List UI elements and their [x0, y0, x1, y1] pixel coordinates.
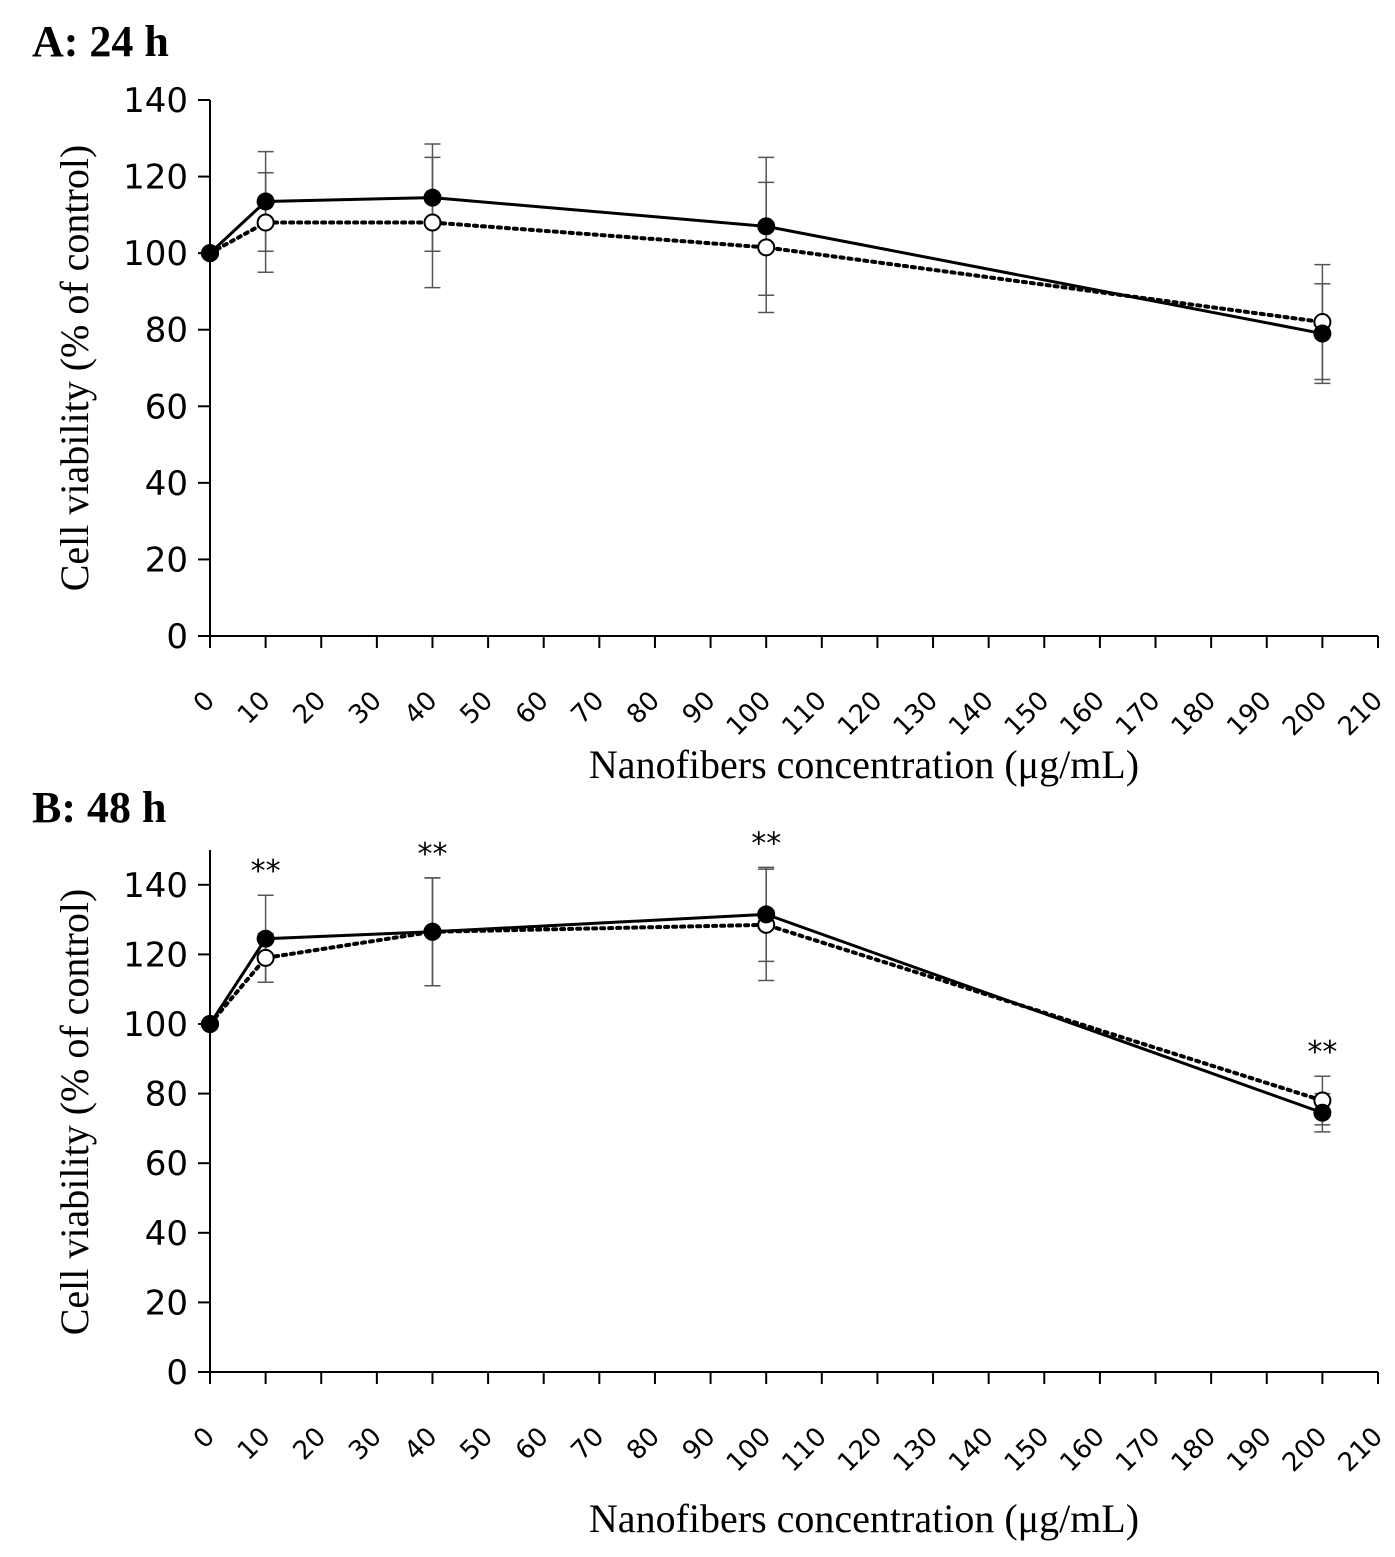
x-tick-label: 150 [999, 686, 1055, 742]
y-tick-label: 0 [166, 617, 188, 657]
x-tick-label: 40 [399, 1422, 444, 1467]
filled-marker [423, 188, 442, 207]
x-axis-title: Nanofibers concentration (μg/mL) [589, 1496, 1139, 1541]
x-tick-label: 170 [1110, 1422, 1166, 1478]
x-tick-label: 180 [1166, 1422, 1222, 1478]
x-tick-label: 70 [566, 1422, 611, 1467]
x-tick-label: 0 [188, 1422, 221, 1455]
x-tick-label: 160 [1055, 686, 1111, 742]
x-tick-label: 10 [232, 1422, 277, 1467]
x-tick-label: 150 [999, 1422, 1055, 1478]
x-tick-label: 120 [832, 686, 888, 742]
y-tick-label: 80 [145, 1075, 188, 1115]
x-tick-label: 130 [888, 686, 944, 742]
x-tick-label: 140 [943, 686, 999, 742]
x-axis-title: Nanofibers concentration (μg/mL) [589, 742, 1139, 787]
x-tick-label: 0 [188, 686, 221, 719]
open-marker [256, 948, 275, 967]
open-marker [757, 238, 776, 257]
x-tick-label: 200 [1277, 686, 1333, 742]
panel-title: B: 48 h [32, 783, 166, 832]
x-tick-label: 100 [721, 1422, 777, 1478]
x-tick-label: 140 [943, 1422, 999, 1478]
x-tick-label: 100 [721, 686, 777, 742]
x-tick-label: 90 [677, 1422, 722, 1467]
y-tick-label: 60 [145, 387, 188, 427]
open-marker [256, 213, 275, 232]
x-tick-label: 10 [232, 686, 277, 731]
y-tick-label: 120 [123, 158, 188, 198]
filled-marker [757, 217, 776, 236]
y-tick-label: 80 [145, 311, 188, 351]
y-tick-label: 140 [123, 866, 188, 906]
filled-marker [201, 1015, 219, 1033]
significance-marker: ** [1307, 1035, 1337, 1070]
x-tick-label: 70 [566, 686, 611, 731]
y-tick-label: 40 [145, 464, 188, 504]
x-tick-label: 190 [1221, 1422, 1277, 1478]
filled-marker [1313, 324, 1332, 343]
y-tick-label: 20 [145, 540, 188, 580]
open-marker [423, 213, 442, 232]
x-tick-label: 210 [1333, 686, 1389, 742]
x-tick-label: 30 [343, 1422, 388, 1467]
significance-marker: ** [751, 826, 781, 861]
y-tick-label: 100 [123, 234, 188, 274]
x-tick-label: 30 [343, 686, 388, 731]
x-tick-label: 110 [776, 1422, 832, 1478]
x-tick-label: 110 [776, 686, 832, 742]
y-tick-label: 120 [123, 935, 188, 975]
x-tick-label: 170 [1110, 686, 1166, 742]
y-axis-title: Cell viability (% of control) [52, 145, 97, 592]
x-tick-label: 210 [1333, 1422, 1389, 1478]
y-axis-title: Cell viability (% of control) [52, 889, 97, 1336]
filled-marker [256, 192, 275, 211]
x-tick-label: 50 [454, 686, 499, 731]
x-tick-label: 80 [621, 686, 666, 731]
x-tick-label: 50 [454, 1422, 499, 1467]
x-tick-label: 130 [888, 1422, 944, 1478]
x-tick-label: 60 [510, 686, 555, 731]
y-tick-label: 60 [145, 1144, 188, 1184]
y-tick-label: 20 [145, 1283, 188, 1323]
x-tick-label: 200 [1277, 1422, 1333, 1478]
y-tick-label: 0 [166, 1353, 188, 1393]
x-tick-label: 160 [1055, 1422, 1111, 1478]
filled-marker [1313, 1103, 1332, 1122]
x-tick-label: 20 [288, 1422, 333, 1467]
y-tick-label: 40 [145, 1214, 188, 1254]
x-tick-label: 90 [677, 686, 722, 731]
y-tick-label: 100 [123, 1005, 188, 1045]
x-tick-label: 80 [621, 1422, 666, 1467]
panel-title: A: 24 h [32, 17, 169, 66]
x-tick-label: 40 [399, 686, 444, 731]
x-tick-label: 180 [1166, 686, 1222, 742]
x-tick-label: 20 [288, 686, 333, 731]
significance-marker: ** [251, 854, 281, 889]
significance-marker: ** [417, 837, 447, 872]
x-tick-label: 60 [510, 1422, 555, 1467]
filled-marker [423, 922, 442, 941]
x-tick-label: 120 [832, 1422, 888, 1478]
filled-marker [256, 929, 275, 948]
filled-marker [757, 905, 776, 924]
y-tick-label: 140 [123, 81, 188, 121]
x-tick-label: 190 [1221, 686, 1277, 742]
filled-marker [201, 244, 219, 263]
